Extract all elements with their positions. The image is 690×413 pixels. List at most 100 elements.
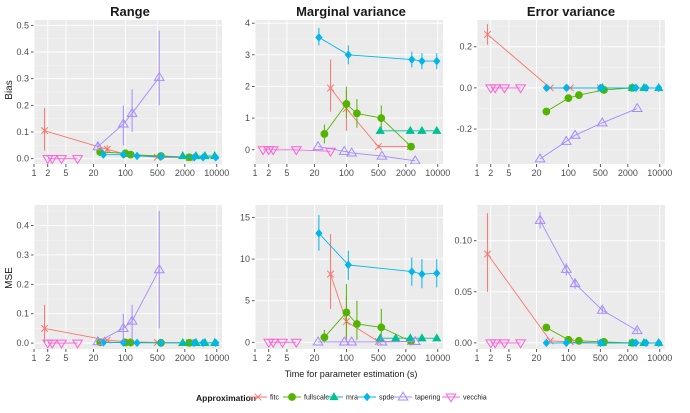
x-tick-label: 500 (150, 353, 165, 363)
column-title-marginal-variance: Marginal variance (296, 4, 406, 19)
point-fullscale (342, 99, 351, 108)
y-tick-label: -0.2 (456, 124, 472, 134)
y-tick-label: 3 (245, 50, 250, 60)
column-title-range: Range (110, 4, 150, 19)
panel-mse-error-variance: 0.00 0.05 0.10 1 2 5 20 100 500 2000 10000 (454, 205, 672, 363)
point-spde (632, 83, 640, 93)
point-mra (432, 125, 442, 134)
x-tick-label: 10000 (425, 168, 450, 178)
point-tapering (153, 263, 165, 274)
point-spde (212, 153, 220, 162)
x-tick-label: 10000 (647, 353, 672, 363)
point-spde (418, 269, 426, 279)
series-mra (375, 125, 442, 134)
x-tick-label: 1 (474, 168, 479, 178)
point-fitc (483, 250, 492, 258)
point-tapering (92, 335, 104, 346)
point-vecchia (498, 84, 511, 94)
point-tapering (409, 335, 421, 346)
point-tapering (569, 277, 581, 288)
legend-item-fitc: fitc (249, 393, 279, 402)
panel-mse-marginal-variance: 0 5 10 15 1 2 5 20 100 500 2000 10000 (240, 205, 450, 363)
point-tapering (312, 140, 324, 151)
x-tick-label: 20 (88, 168, 98, 178)
point-mra (375, 125, 385, 134)
x-tick-label: 10000 (204, 353, 229, 363)
point-vecchia (257, 146, 269, 156)
x-tick-label: 1 (252, 353, 257, 363)
x-tick-label: 100 (339, 353, 354, 363)
point-mra (417, 125, 427, 134)
series-line-fitc (330, 87, 411, 148)
series-vecchia (485, 339, 527, 349)
y-tick-label: 2 (245, 81, 250, 91)
point-vecchia (290, 146, 302, 156)
point-spde (433, 268, 441, 278)
x-tick-label: 2000 (618, 168, 638, 178)
x-tick-label: 500 (371, 353, 386, 363)
point-tapering (631, 324, 643, 335)
point-tapering (126, 315, 138, 325)
x-tick-label: 1 (31, 168, 36, 178)
series-tapering (312, 335, 421, 346)
point-vecchia (489, 339, 501, 349)
series-vecchia (263, 338, 302, 349)
x-tick-label: 20 (309, 353, 319, 363)
x-tick-label: 20 (309, 168, 319, 178)
y-tick-label: 0.1 (16, 309, 29, 319)
panel-data (40, 30, 220, 164)
point-spde (655, 338, 663, 348)
panel-background (255, 20, 443, 164)
series-vecchia (257, 146, 337, 158)
panel-bias-error-variance: -0.2 0.0 0.2 1 2 5 20 100 500 2000 10000 (456, 20, 672, 178)
point-spde (344, 260, 352, 270)
point-spde (99, 150, 108, 159)
series-tapering (534, 212, 643, 335)
panel-background (477, 20, 665, 164)
series-line-vecchia (263, 149, 331, 152)
legend-item-vecchia: vecchia (442, 393, 487, 403)
point-spde (655, 83, 663, 93)
series-spde (315, 27, 441, 70)
x-tick-label: 2 (45, 168, 50, 178)
panel-data (483, 24, 664, 163)
x-tick-label: 2 (488, 353, 493, 363)
point-fullscale (353, 320, 361, 328)
x-tick-label: 100 (339, 168, 354, 178)
y-tick-label: 0.4 (16, 221, 29, 231)
point-vecchia (324, 147, 337, 158)
x-tick-label: 100 (118, 353, 133, 363)
series-tapering (92, 210, 165, 346)
x-tick-label: 2 (266, 353, 271, 363)
point-spde (344, 50, 352, 60)
y-tick-label: 5 (245, 296, 250, 306)
panel-data (263, 214, 442, 349)
point-vecchia (46, 339, 58, 349)
point-spde (212, 338, 220, 348)
x-tick-label: 2000 (175, 168, 195, 178)
row-labels: Bias MSE (4, 80, 15, 289)
x-tick-label: 10000 (425, 353, 450, 363)
point-spde (642, 338, 650, 348)
x-tick-label: 100 (118, 168, 133, 178)
panel-data (483, 212, 664, 349)
point-fitc (103, 145, 111, 153)
legend-item-fullscale: fullscale (283, 393, 329, 402)
point-tapering (596, 304, 608, 314)
legend-key-marker (254, 393, 262, 401)
y-tick-label: 0 (245, 145, 250, 155)
legend-key-marker (445, 393, 457, 403)
x-tick-label: 1 (31, 353, 36, 363)
x-tick-label: 1 (252, 168, 257, 178)
legend-key-marker (329, 392, 339, 401)
point-tapering (534, 153, 546, 163)
x-tick-label: 5 (506, 168, 511, 178)
point-tapering (409, 155, 421, 164)
x-tick-label: 2000 (175, 353, 195, 363)
point-tapering (596, 117, 608, 127)
x-tick-label: 5 (284, 168, 289, 178)
point-fullscale (377, 323, 386, 332)
series-vecchia (42, 339, 84, 349)
point-tapering (312, 336, 324, 346)
series-line-tapering (539, 108, 638, 160)
